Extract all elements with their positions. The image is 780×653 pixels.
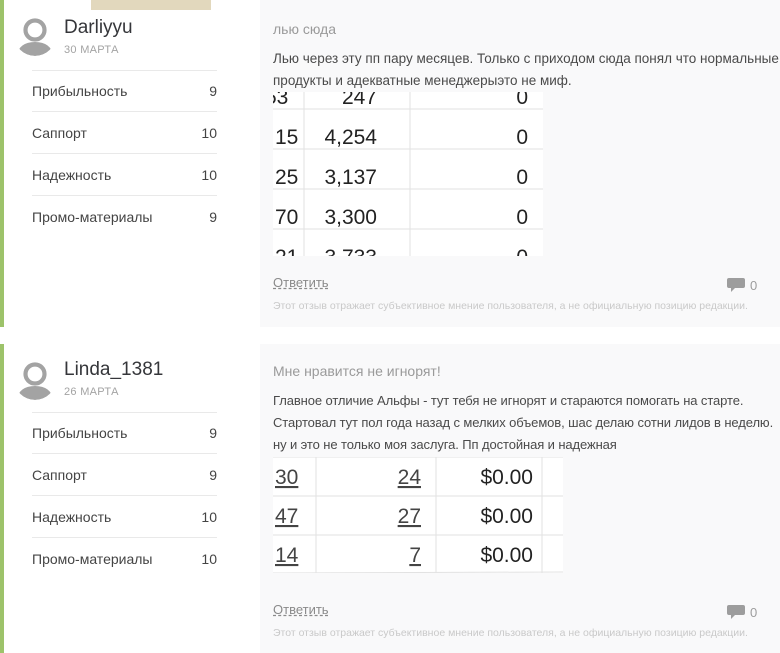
svg-text:3,137: 3,137 (324, 166, 377, 189)
svg-text:15: 15 (275, 126, 298, 149)
svg-text:30: 30 (275, 466, 298, 489)
svg-text:53: 53 (273, 92, 288, 109)
svg-text:14: 14 (275, 544, 299, 567)
svg-text:0: 0 (516, 126, 528, 149)
svg-text:3,300: 3,300 (324, 206, 377, 229)
svg-text:27: 27 (398, 505, 421, 528)
svg-text:$0.00: $0.00 (480, 505, 533, 528)
svg-text:0: 0 (516, 246, 528, 256)
svg-text:$0.00: $0.00 (480, 544, 533, 567)
svg-text:0: 0 (516, 92, 528, 109)
svg-text:0: 0 (516, 166, 528, 189)
svg-text:4,254: 4,254 (324, 126, 377, 149)
svg-text:70: 70 (275, 206, 298, 229)
svg-text:47: 47 (275, 505, 298, 528)
svg-text:$0.00: $0.00 (480, 466, 533, 489)
svg-text:247: 247 (342, 92, 377, 109)
svg-text:24: 24 (398, 466, 422, 489)
svg-text:0: 0 (516, 206, 528, 229)
svg-text:21: 21 (275, 246, 298, 256)
svg-text:25: 25 (275, 166, 298, 189)
svg-text:3,733: 3,733 (324, 246, 377, 256)
svg-text:7: 7 (409, 544, 421, 567)
